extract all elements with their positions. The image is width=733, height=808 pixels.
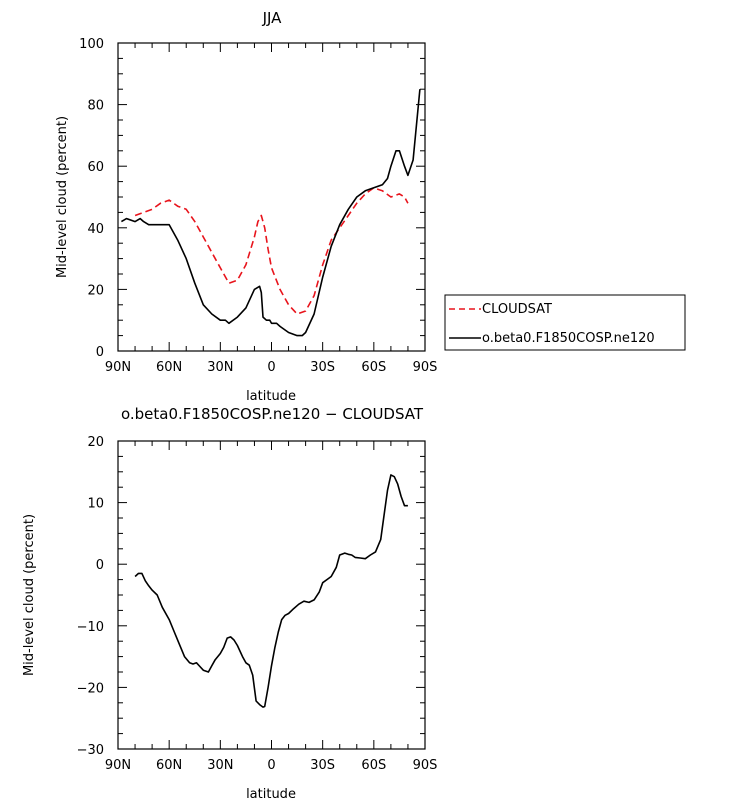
top-y-tick-label: 0	[96, 345, 104, 360]
bottom-y-tick-label: 0	[96, 558, 104, 573]
top-series-line-1	[120, 89, 421, 337]
bottom-plot-frame	[117, 440, 426, 750]
top-series-line-0	[134, 187, 409, 315]
bottom-x-tick-label: 90S	[413, 758, 438, 773]
legend-label-cloudsat: CLOUDSAT	[482, 302, 552, 317]
top-y-axis-label: Mid-level cloud (percent)	[55, 116, 70, 278]
top-x-tick-label: 0	[267, 360, 275, 375]
bottom-y-tick-label: −10	[77, 620, 104, 635]
top-plot-frame	[117, 42, 426, 352]
top-y-tick-label: 40	[87, 222, 104, 237]
top-x-tick-label: 90N	[105, 360, 131, 375]
top-y-tick-label: 60	[87, 160, 104, 175]
bottom-x-tick-label: 60S	[361, 758, 386, 773]
top-y-tick-label: 100	[79, 37, 104, 52]
top-y-tick-label: 20	[87, 283, 104, 298]
bottom-chart-title: o.beta0.F1850COSP.ne120 − CLOUDSAT	[121, 405, 424, 423]
bottom-x-tick-label: 60N	[156, 758, 182, 773]
bottom-chart: o.beta0.F1850COSP.ne120 − CLOUDSAT 90N 60…	[22, 405, 437, 802]
bottom-x-tick-label: 0	[267, 758, 275, 773]
bottom-x-tick-label: 90N	[105, 758, 131, 773]
top-x-tick-label: 30S	[310, 360, 335, 375]
bottom-x-tick-label: 30S	[310, 758, 335, 773]
top-x-axis-label: latitude	[246, 389, 296, 404]
bottom-y-tick-label: 20	[87, 435, 104, 450]
top-x-tick-label: 60S	[361, 360, 386, 375]
bottom-series-line-0	[134, 474, 408, 708]
legend: CLOUDSAT o.beta0.F1850COSP.ne120	[444, 294, 686, 351]
top-chart: JJA 90N 60N 30N 0 30S 60S 90S 0 20 40 60 80 100 lati…	[55, 9, 686, 404]
top-x-tick-label: 30N	[207, 360, 233, 375]
bottom-y-tick-label: −20	[77, 681, 104, 696]
bottom-x-axis-label: latitude	[246, 787, 296, 802]
bottom-y-tick-label: 10	[87, 497, 104, 512]
bottom-y-axis-label: Mid-level cloud (percent)	[22, 514, 37, 676]
top-x-tick-label: 60N	[156, 360, 182, 375]
bottom-y-tick-label: −30	[77, 743, 104, 758]
top-x-tick-label: 90S	[413, 360, 438, 375]
legend-box	[444, 294, 686, 351]
bottom-x-tick-label: 30N	[207, 758, 233, 773]
top-chart-title: JJA	[262, 9, 283, 27]
legend-label-model: o.beta0.F1850COSP.ne120	[482, 331, 655, 346]
top-y-tick-label: 80	[87, 99, 104, 114]
